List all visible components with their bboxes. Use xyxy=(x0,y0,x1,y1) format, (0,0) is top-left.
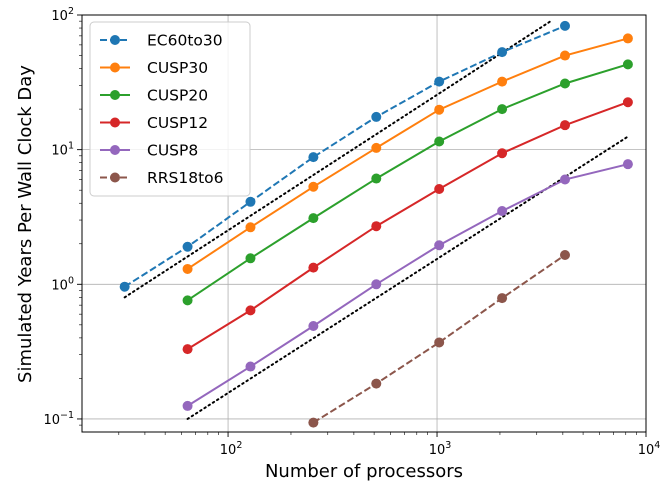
y-tick-label: 10−1 xyxy=(43,410,74,428)
legend-item-rrs18to6: RRS18to6 xyxy=(100,169,224,187)
data-point xyxy=(245,253,256,264)
legend-label: RRS18to6 xyxy=(147,169,224,187)
data-point xyxy=(371,221,382,232)
data-point xyxy=(119,281,130,292)
data-point xyxy=(182,344,193,355)
legend: EC60to30 CUSP30 CUSP20 CUSP12 CUSP8 RRS18to6 xyxy=(89,21,251,197)
data-point xyxy=(559,250,570,261)
legend-label: EC60to30 xyxy=(147,32,223,50)
data-point xyxy=(371,111,382,122)
data-point xyxy=(371,173,382,184)
series-cusp30 xyxy=(182,33,633,274)
data-point xyxy=(308,152,319,163)
series-rrs18to6 xyxy=(308,250,570,428)
data-point xyxy=(622,97,633,108)
y-tick-label: 100 xyxy=(51,275,74,293)
series-cusp12 xyxy=(182,97,633,355)
legend-swatch-marker xyxy=(110,62,120,73)
data-point xyxy=(434,337,445,348)
data-point xyxy=(559,20,570,31)
data-point xyxy=(497,104,508,115)
legend-item-cusp8: CUSP8 xyxy=(100,142,198,160)
data-point xyxy=(308,213,319,224)
data-point xyxy=(559,120,570,131)
legend-item-cusp20: CUSP20 xyxy=(100,87,208,105)
data-point xyxy=(497,47,508,58)
legend-label: CUSP12 xyxy=(147,114,208,132)
data-series xyxy=(119,20,633,428)
legend-item-cusp30: CUSP30 xyxy=(100,59,208,77)
data-point xyxy=(245,222,256,233)
legend-swatch-marker xyxy=(110,35,120,45)
y-tick-label: 101 xyxy=(51,141,74,159)
x-tick-label: 103 xyxy=(429,440,452,458)
data-point xyxy=(182,241,193,252)
data-point xyxy=(622,33,633,44)
legend-swatch-marker xyxy=(110,172,120,183)
series-line-cusp12 xyxy=(187,101,629,350)
legend-frame xyxy=(89,21,251,197)
data-point xyxy=(371,378,382,389)
series-cusp8 xyxy=(182,159,633,411)
series-line-rrs18to6 xyxy=(312,254,566,424)
legend-label: CUSP30 xyxy=(147,59,208,77)
series-cusp20 xyxy=(182,59,633,306)
data-point xyxy=(559,78,570,89)
data-point xyxy=(182,263,193,274)
data-point xyxy=(182,400,193,411)
data-point xyxy=(434,240,445,251)
legend-item-cusp12: CUSP12 xyxy=(100,114,208,132)
data-point xyxy=(497,293,508,304)
data-point xyxy=(308,417,319,428)
data-point xyxy=(308,181,319,192)
data-point xyxy=(434,104,445,115)
data-point xyxy=(245,361,256,372)
data-point xyxy=(622,59,633,70)
data-point xyxy=(308,262,319,273)
legend-swatch-marker xyxy=(110,145,120,155)
x-tick-label: 104 xyxy=(638,440,660,458)
reference-line-1 xyxy=(123,20,552,299)
data-point xyxy=(434,184,445,195)
x-tick-label: 102 xyxy=(220,440,243,458)
y-tick-label: 102 xyxy=(51,6,74,24)
legend-label: CUSP20 xyxy=(147,87,208,105)
legend-item-ec60to30: EC60to30 xyxy=(100,32,223,50)
data-point xyxy=(308,321,319,332)
data-point xyxy=(622,159,633,170)
data-point xyxy=(371,142,382,153)
data-point xyxy=(182,295,193,306)
series-ec60to30 xyxy=(119,20,570,292)
data-point xyxy=(559,174,570,185)
data-point xyxy=(371,279,382,290)
data-point xyxy=(434,136,445,147)
data-point xyxy=(559,50,570,61)
data-point xyxy=(245,196,256,207)
data-point xyxy=(434,76,445,87)
data-point xyxy=(497,148,508,159)
series-line-ec60to30 xyxy=(124,24,566,288)
plot-frame xyxy=(81,14,647,433)
data-point xyxy=(497,206,508,217)
legend-swatch-marker xyxy=(110,90,120,100)
x-axis-title: Number of processors xyxy=(265,461,463,482)
data-point xyxy=(497,76,508,87)
axis-ticks: 102 103 104 10−1 100 101 102 xyxy=(43,6,660,458)
series-line-cusp8 xyxy=(187,163,629,407)
legend-swatch-marker xyxy=(110,117,120,128)
series-line-cusp30 xyxy=(187,37,629,270)
legend-label: CUSP8 xyxy=(147,142,198,160)
series-line-cusp20 xyxy=(187,63,629,302)
data-point xyxy=(245,305,256,316)
y-axis-title: Simulated Years Per Wall Clock Day xyxy=(15,65,36,383)
